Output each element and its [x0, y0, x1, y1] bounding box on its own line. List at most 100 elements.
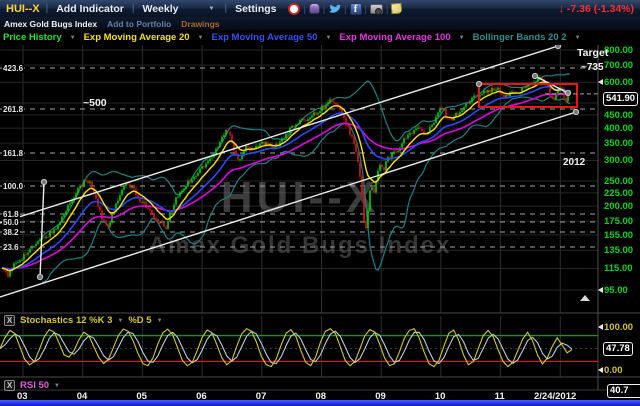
chevron-down-icon[interactable]: ▼	[156, 317, 163, 324]
divider: |	[45, 3, 49, 14]
svg-text:HUI--X: HUI--X	[221, 173, 379, 222]
chevron-down-icon[interactable]: ▼	[208, 5, 215, 12]
divider: |	[344, 3, 347, 14]
axis-marker-95	[598, 286, 603, 293]
divider: |	[224, 3, 228, 14]
scroll-up-arrow[interactable]	[580, 295, 590, 301]
stoch-lower-label: 0.00	[604, 365, 623, 376]
divider: |	[364, 3, 367, 14]
notes-icon[interactable]	[391, 3, 403, 15]
price-axis-label: 250.00	[604, 176, 634, 187]
fib-level-label: 161.8	[2, 149, 25, 158]
indicator-label-0[interactable]: Price History	[3, 32, 62, 43]
stoch-upper-label: 100.00	[604, 322, 634, 333]
level-735-annotation: ~735	[581, 62, 604, 73]
target-annotation: Target	[577, 47, 609, 59]
close-panel-button[interactable]: X	[4, 380, 15, 391]
rsi-value-box: 40.7	[607, 384, 640, 398]
chevron-down-icon[interactable]: ▼	[117, 317, 124, 324]
timeframe-dropdown[interactable]: Weekly	[142, 2, 179, 15]
close-panel-button[interactable]: X	[4, 315, 15, 326]
stochastics-d-label[interactable]: %D 5	[128, 315, 152, 326]
stoch-marker-100	[598, 324, 603, 330]
add-to-portfolio-link[interactable]: Add to Portfolio	[107, 18, 172, 29]
down-arrow-icon: ↓	[558, 2, 564, 15]
chevron-down-icon[interactable]: ▼	[458, 34, 465, 41]
fib-level-label: 423.6	[2, 64, 25, 73]
fib-level-label: 61.8	[2, 210, 20, 219]
top-toolbar: HUI--X | Add Indicator | Weekly ▼ | Sett…	[0, 0, 640, 17]
chevron-down-icon[interactable]: ▼	[325, 34, 332, 41]
watermark: HUI--X Amex Gold Bugs Index	[149, 173, 452, 259]
price-axis-label: 300.00	[604, 155, 634, 167]
rsi-title[interactable]: RSI 50	[20, 380, 50, 391]
x-axis-year-04: 04	[76, 391, 88, 402]
price-axis-label: 155.00	[604, 229, 634, 241]
user-drawings[interactable]	[0, 42, 580, 298]
stochastics-plot	[0, 328, 598, 368]
stoch-value-box: 47.78	[603, 342, 633, 357]
indicator-label-3[interactable]: Exp Moving Average 100	[339, 32, 451, 43]
indicator-label-1[interactable]: Exp Moving Average 20	[83, 32, 190, 43]
price-axis-label: 350.00	[604, 138, 634, 150]
x-axis-year-08: 08	[315, 391, 327, 402]
drawings-link[interactable]: Drawings	[181, 18, 220, 29]
axis-marker-600	[598, 79, 603, 86]
x-axis-year-06: 06	[196, 391, 207, 402]
chevron-down-icon[interactable]: ▼	[574, 34, 581, 41]
indicator-legend-bar: Price History ▼ Exp Moving Average 20 ▼ Exp …	[0, 30, 640, 45]
price-axis-label: 225.00	[604, 187, 634, 199]
stoch-k-line	[0, 328, 573, 368]
x-axis-year-11: 11	[494, 391, 505, 402]
channel-upper-trendline	[0, 45, 559, 224]
ema-100-line	[1, 92, 571, 270]
stochastics-title[interactable]: Stochastics 12 %K 3	[20, 315, 113, 326]
database-icon[interactable]	[308, 3, 320, 14]
add-indicator-button[interactable]: Add Indicator	[56, 2, 124, 15]
price-axis-label: 600.00	[604, 77, 634, 89]
bottom-window-bar	[0, 400, 640, 406]
indicator-label-4[interactable]: Bollinger Bands 20 2	[472, 32, 567, 43]
change-value: -7.36 (-1.34%)	[566, 2, 634, 15]
fib-measure-line	[39, 181, 45, 278]
fib-level-label: 23.6	[2, 243, 20, 252]
camera-icon[interactable]	[369, 4, 383, 15]
price-axis-label: 400.00	[604, 123, 634, 135]
price-axis-label: 115.00	[604, 263, 633, 275]
price-axis-label: 95.00	[604, 284, 628, 296]
indicator-label-2[interactable]: Exp Moving Average 50	[211, 32, 318, 43]
fib-level-label: 50.0	[2, 218, 20, 227]
price-axis-label: 800.00	[604, 45, 634, 57]
rsi-header: X RSI 50 ▼	[4, 380, 60, 391]
stoch-marker-0	[598, 367, 603, 373]
chevron-down-icon[interactable]: ▼	[69, 34, 76, 41]
ema-50-line	[1, 85, 571, 271]
price-axis-label: 700.00	[604, 60, 634, 72]
twitter-icon[interactable]	[328, 3, 341, 15]
fib-level-label: 38.2	[2, 228, 20, 237]
price-change-indicator: ↓ -7.36 (-1.34%)	[558, 3, 636, 15]
divider: |	[303, 3, 306, 14]
price-chart-canvas[interactable]: HUI--X Amex Gold Bugs Index	[0, 42, 640, 406]
chevron-down-icon[interactable]: ▼	[54, 382, 60, 389]
fib-level-label: 100.0	[2, 182, 25, 191]
symbol-label: HUI--X	[6, 2, 40, 15]
divider: |	[131, 3, 135, 14]
chevron-down-icon[interactable]: ▼	[197, 34, 204, 41]
stochastics-header: X Stochastics 12 %K 3 ▼ %D 5 ▼	[4, 315, 163, 326]
divider: |	[322, 3, 326, 14]
svg-text:Amex Gold Bugs Index: Amex Gold Bugs Index	[149, 232, 452, 259]
settings-button[interactable]: Settings	[235, 2, 277, 15]
toolbar-icons: | | | f | |	[288, 2, 403, 15]
channel-lower-trendline	[0, 111, 577, 298]
price-axis-label: 200.00	[604, 201, 634, 213]
x-axis-year-03: 03	[17, 391, 28, 402]
x-axis-year-09: 09	[375, 391, 386, 402]
facebook-icon[interactable]: f	[349, 2, 362, 15]
x-axis-last-date: 2/24/2012	[534, 391, 577, 402]
price-axis-label: 450.00	[604, 109, 634, 121]
alarm-clock-icon[interactable]	[288, 2, 301, 15]
x-axis-year-05: 05	[136, 391, 147, 402]
chart-area[interactable]: HUI--X Amex Gold Bugs Index	[0, 42, 640, 406]
